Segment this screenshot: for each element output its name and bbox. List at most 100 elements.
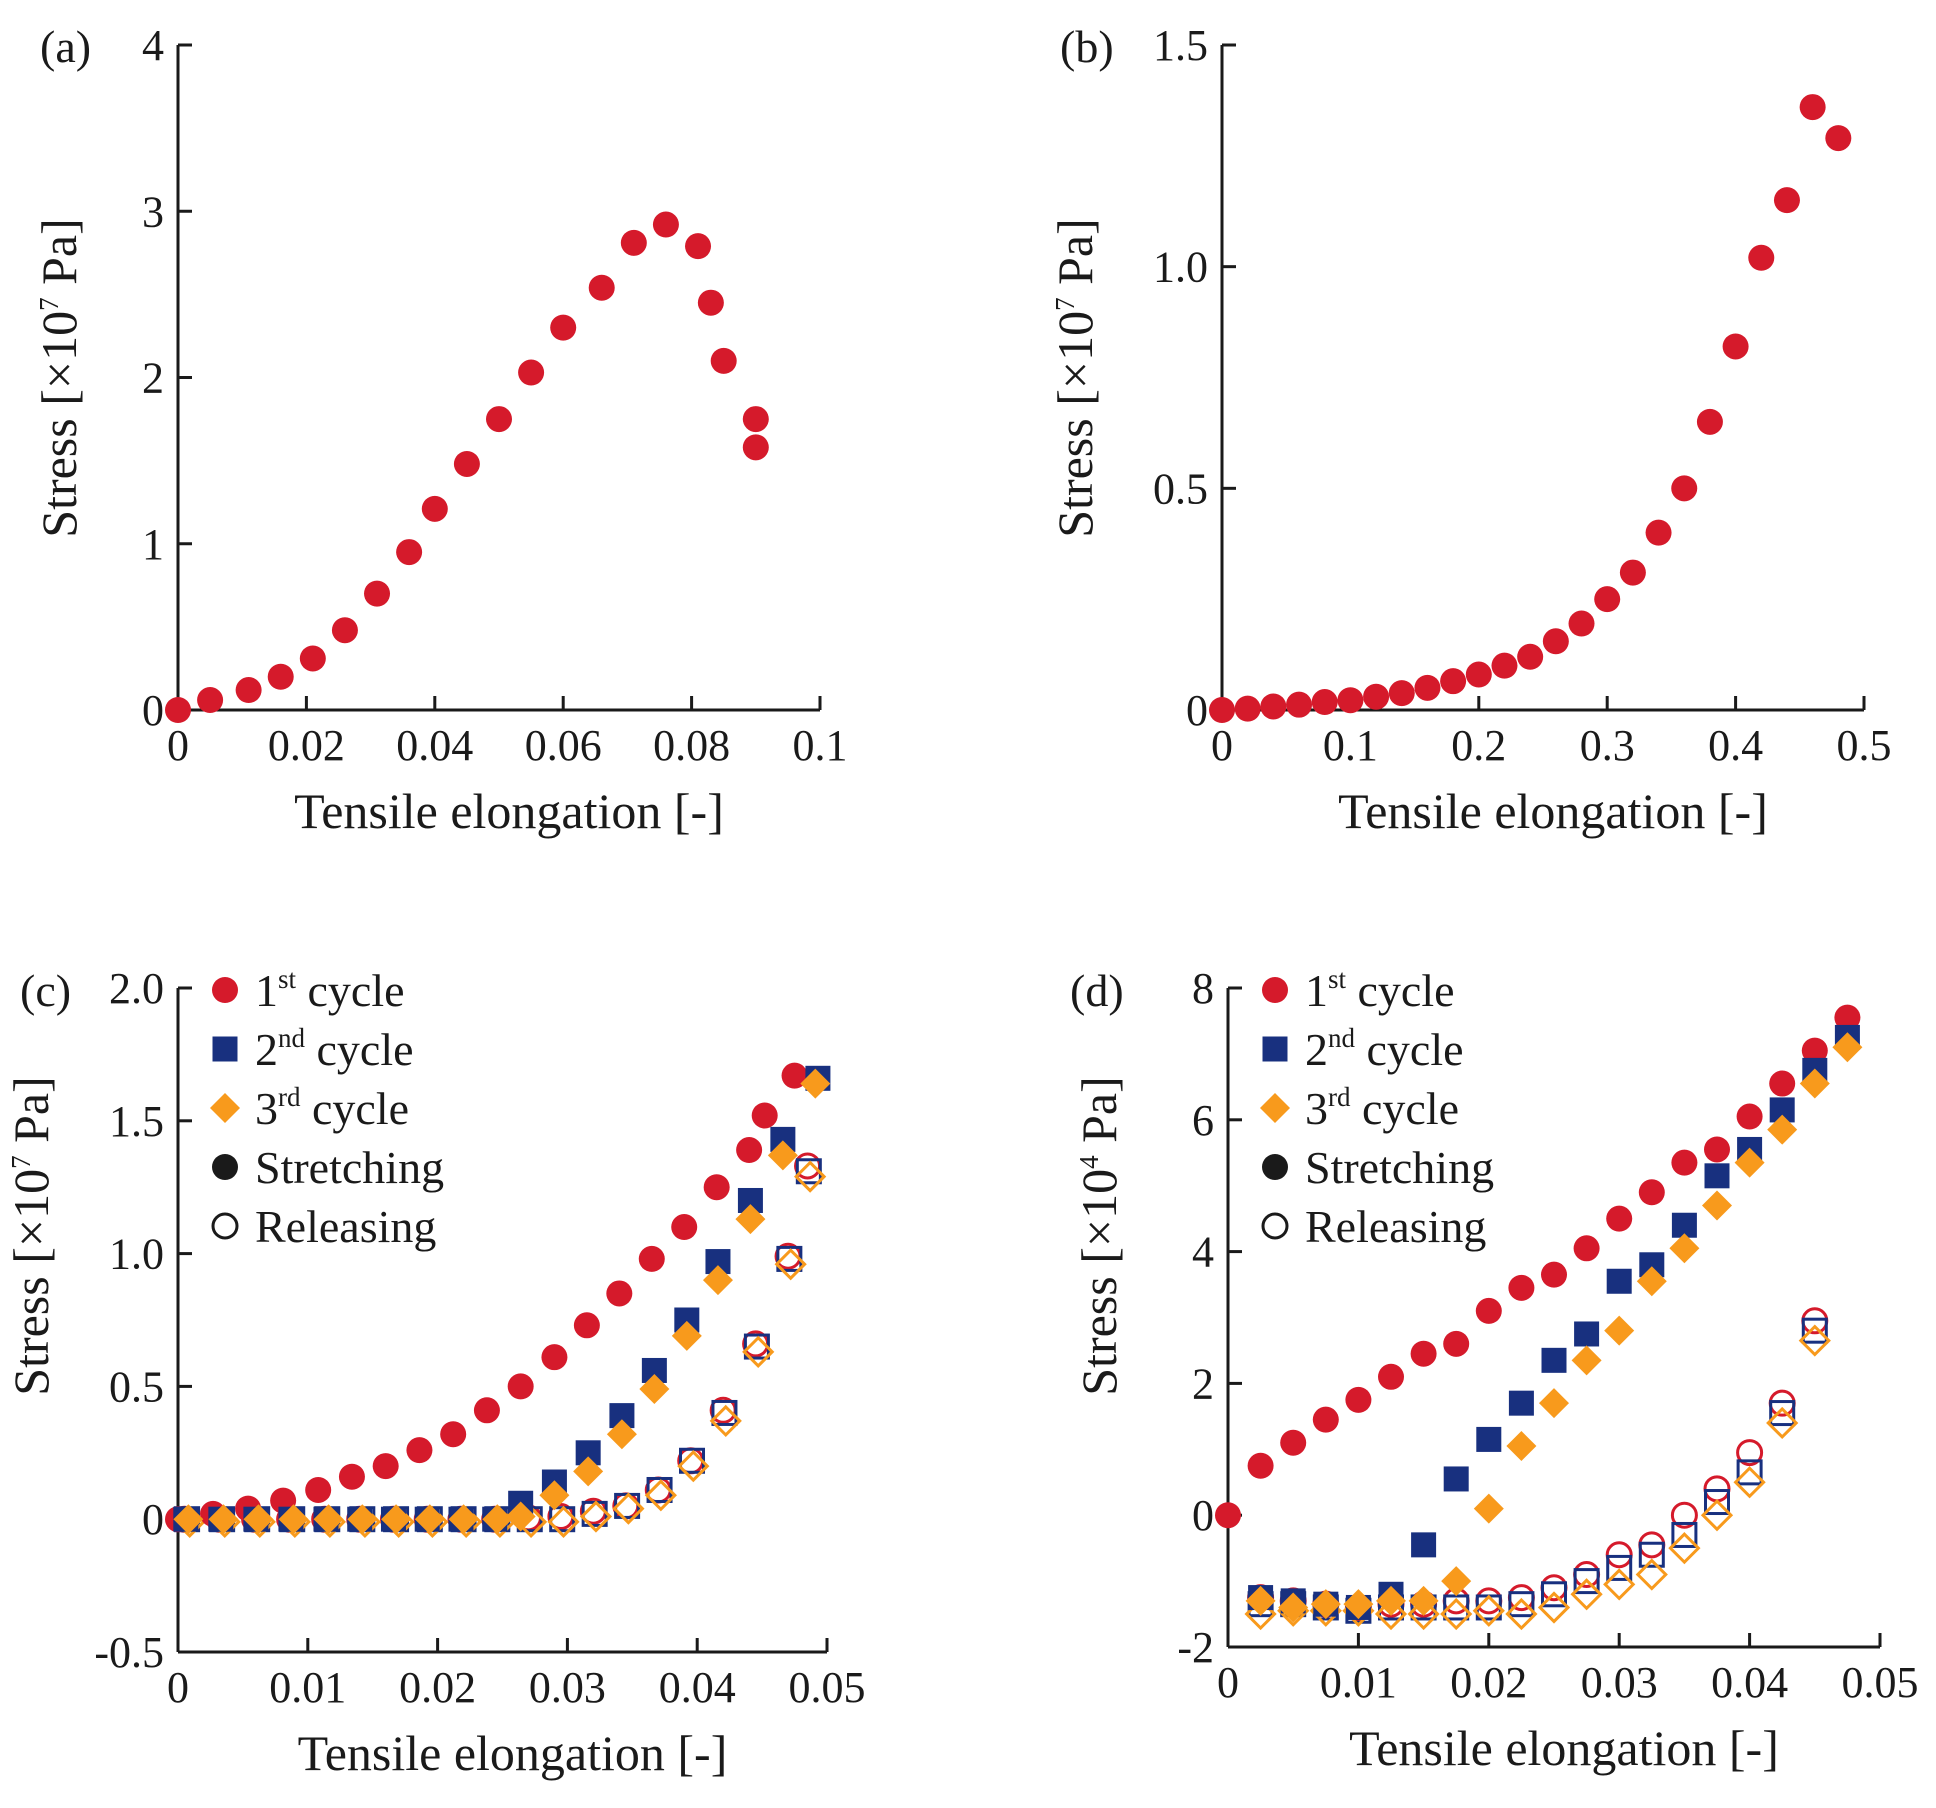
y-axis-label: Stress [×107 Pa] <box>31 218 87 537</box>
data-point <box>173 1504 204 1535</box>
legend-marker <box>212 977 238 1003</box>
data-point <box>1605 1541 1633 1569</box>
data-point <box>1733 1466 1766 1499</box>
legend-marker <box>210 1093 240 1123</box>
data-point <box>1337 687 1364 714</box>
data-point <box>1537 1591 1571 1624</box>
data-point <box>1541 1261 1567 1288</box>
data-point <box>1491 652 1518 679</box>
data-point <box>639 1374 670 1405</box>
data-point <box>1635 1558 1668 1591</box>
data-point <box>709 1404 742 1438</box>
data-point <box>685 233 712 260</box>
data-point <box>1378 1363 1404 1390</box>
data-point <box>396 539 423 566</box>
legend-label-rest: cycle <box>1355 1024 1464 1075</box>
data-point <box>781 1062 808 1089</box>
data-point <box>710 347 737 374</box>
series-Stress <box>1209 94 1852 723</box>
data-point <box>1594 586 1621 613</box>
data-point <box>742 1335 775 1368</box>
data-point <box>278 1504 309 1535</box>
data-point <box>1832 1032 1863 1063</box>
x-tick-label: 0.1 <box>793 721 848 770</box>
legend-label-base: Releasing <box>1305 1201 1486 1252</box>
x-tick-label: 0.2 <box>1451 721 1506 770</box>
legend-label-base: 1 <box>1305 965 1328 1016</box>
y-axis-label-suffix: Pa] <box>3 1076 59 1155</box>
legend-marker <box>212 1036 238 1062</box>
x-tick-label: 0.5 <box>1837 721 1892 770</box>
data-point <box>735 1204 766 1235</box>
x-tick-label: 0.01 <box>1320 1658 1397 1707</box>
data-point <box>573 1456 604 1487</box>
data-point <box>612 1492 645 1525</box>
data-point <box>165 697 191 723</box>
legend-label-base: 1 <box>255 965 278 1016</box>
data-point <box>742 406 769 433</box>
data-point <box>1571 1345 1602 1376</box>
data-point <box>736 1137 763 1164</box>
data-point <box>573 1312 600 1339</box>
data-point <box>1606 1268 1632 1294</box>
legend-label: Stretching <box>1305 1142 1494 1193</box>
y-tick-label: 1.0 <box>109 1230 164 1279</box>
data-point <box>1574 1321 1600 1347</box>
data-point <box>1748 244 1775 271</box>
data-point <box>1541 1347 1567 1373</box>
data-point <box>1736 1459 1763 1486</box>
legend-label-sup: st <box>1328 964 1347 994</box>
legend-label-sup: rd <box>1328 1082 1351 1112</box>
data-point <box>421 495 448 522</box>
data-point <box>1570 1578 1603 1611</box>
y-tick-label: 3 <box>142 187 164 236</box>
y-tick-label: 8 <box>1192 964 1214 1013</box>
x-tick-label: 0.03 <box>529 1663 606 1712</box>
data-point <box>473 1397 500 1424</box>
data-point <box>1209 697 1235 723</box>
data-point <box>1234 695 1261 722</box>
data-point <box>588 274 615 301</box>
data-point <box>1440 1597 1473 1631</box>
legend-label-sup: nd <box>1328 1023 1356 1053</box>
legend-label: Stretching <box>255 1142 444 1193</box>
data-point <box>453 450 480 477</box>
data-point <box>1619 559 1646 586</box>
y-tick-label: 2 <box>142 354 164 403</box>
data-point <box>547 1505 580 1538</box>
y-axis-label: Stress [×104 Pa] <box>1071 1076 1127 1395</box>
y-tick-label: 2.0 <box>109 964 164 1013</box>
panel-label: (d) <box>1070 965 1124 1016</box>
data-point <box>1645 519 1672 546</box>
data-point <box>197 687 224 714</box>
y-tick-label: -0.5 <box>94 1628 164 1677</box>
data-point <box>1388 680 1415 707</box>
legend-label-base: 2 <box>1305 1024 1328 1075</box>
data-point <box>1343 1589 1374 1620</box>
series-3rd-cycle-stretching <box>1245 1032 1863 1623</box>
data-point <box>1825 125 1852 152</box>
data-point <box>1568 610 1595 637</box>
data-point <box>1801 1317 1828 1344</box>
data-point <box>1671 1521 1698 1548</box>
legend-label: 2nd cycle <box>1305 1023 1464 1075</box>
data-point <box>1704 1136 1730 1163</box>
x-tick-label: 0.4 <box>1708 721 1763 770</box>
data-point <box>243 1504 274 1535</box>
x-tick-label: 0.04 <box>659 1663 736 1712</box>
data-point <box>331 617 358 644</box>
y-axis-label-prefix: Stress [×10 <box>31 311 87 538</box>
data-point <box>1508 1274 1535 1301</box>
data-point <box>1541 1581 1567 1608</box>
x-tick-label: 0 <box>1211 721 1233 770</box>
x-tick-label: 0.02 <box>399 1663 476 1712</box>
data-point <box>1506 1431 1537 1462</box>
series-2nd-cycle-stretching <box>173 1065 831 1532</box>
y-tick-label: 1.5 <box>109 1097 164 1146</box>
legend-label-base: Stretching <box>255 1142 444 1193</box>
y-axis-label-suffix: Pa] <box>1071 1076 1127 1155</box>
data-point <box>1702 1190 1732 1221</box>
x-tick-label: 0.03 <box>1581 1658 1658 1707</box>
